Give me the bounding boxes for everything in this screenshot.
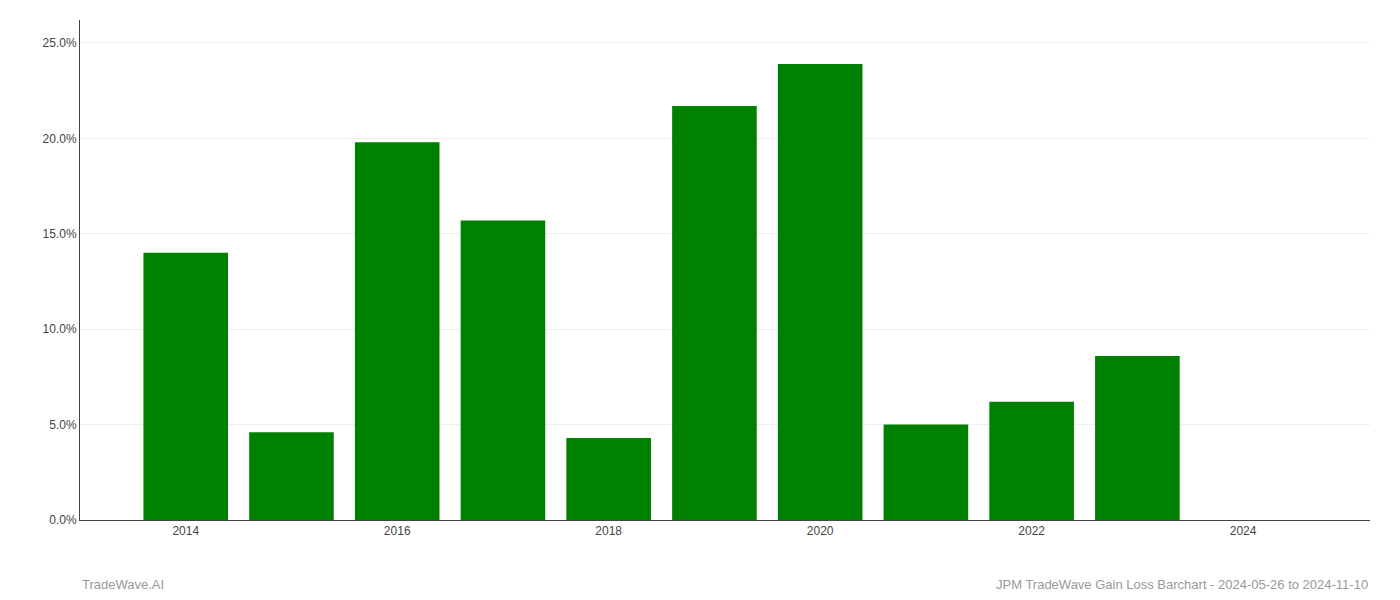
svg-text:10.0%: 10.0%: [43, 322, 77, 336]
svg-text:15.0%: 15.0%: [43, 227, 77, 241]
svg-text:2016: 2016: [384, 524, 411, 538]
svg-text:2018: 2018: [595, 524, 622, 538]
svg-text:2022: 2022: [1018, 524, 1045, 538]
svg-text:20.0%: 20.0%: [43, 132, 77, 146]
svg-text:25.0%: 25.0%: [43, 36, 77, 50]
svg-text:5.0%: 5.0%: [49, 418, 77, 432]
svg-text:JPM TradeWave Gain Loss Barcha: JPM TradeWave Gain Loss Barchart - 2024-…: [996, 577, 1368, 592]
svg-text:0.0%: 0.0%: [49, 513, 77, 527]
svg-text:2020: 2020: [807, 524, 834, 538]
svg-text:2014: 2014: [172, 524, 199, 538]
svg-text:TradeWave.AI: TradeWave.AI: [82, 577, 164, 592]
svg-text:2024: 2024: [1230, 524, 1257, 538]
